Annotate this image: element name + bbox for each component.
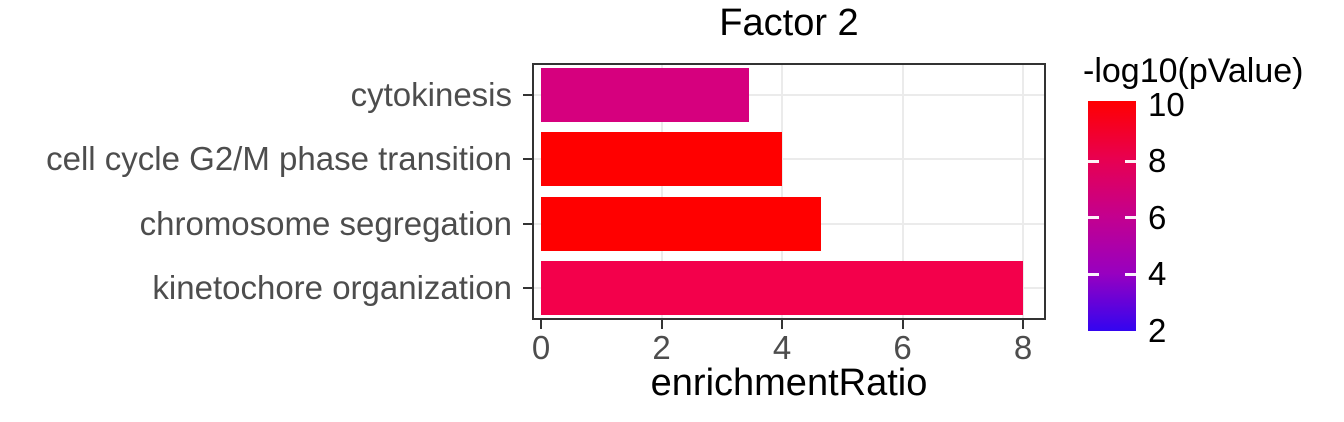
legend-tick-dash: [1088, 216, 1099, 220]
legend-tick-label: 10: [1148, 85, 1185, 123]
gridline-vertical: [901, 65, 904, 318]
x-tick-label: 2: [652, 329, 671, 366]
bar-cytokinesis: [541, 68, 749, 123]
legend-title: -log10(pValue): [1083, 52, 1304, 90]
gridline-vertical: [1022, 65, 1024, 318]
legend-gradient-bar: [1088, 101, 1136, 331]
x-tick-mark: [781, 320, 783, 329]
legend-tick-dash: [1125, 272, 1136, 276]
bar-cell-cycle-g2-m-phase-transition: [541, 132, 782, 187]
y-category-label: kinetochore organization: [152, 268, 512, 306]
legend-tick-dash: [1088, 159, 1099, 163]
bar-chromosome-segregation: [541, 196, 822, 251]
gridline-vertical: [781, 65, 783, 318]
x-tick-mark: [1022, 320, 1024, 329]
y-category-label: cytokinesis: [350, 76, 512, 114]
legend-tick-label: 4: [1148, 255, 1167, 293]
gridline-horizontal: [534, 94, 1044, 97]
x-tick-mark: [540, 320, 542, 329]
y-tick-mark: [523, 94, 532, 97]
y-tick-mark: [523, 286, 532, 289]
y-category-label: chromosome segregation: [139, 204, 512, 242]
gridline-vertical: [660, 65, 663, 318]
bar-kinetochore-organization: [541, 260, 1023, 315]
x-tick-label: 8: [1013, 329, 1033, 366]
y-category-label: cell cycle G2/M phase transition: [46, 140, 512, 178]
legend-tick-dash: [1088, 272, 1099, 276]
y-tick-mark: [523, 222, 532, 225]
gridline-horizontal: [534, 158, 1044, 161]
y-tick-mark: [523, 158, 532, 161]
x-tick-mark: [660, 320, 663, 329]
plot-panel: [532, 63, 1046, 320]
x-tick-mark: [901, 320, 904, 329]
legend-tick-dash: [1125, 159, 1136, 163]
legend-tick-dash: [1125, 216, 1136, 220]
x-axis-title: enrichmentRatio: [650, 362, 928, 404]
x-tick-label: 6: [893, 329, 912, 366]
chart-title: Factor 2: [719, 2, 859, 44]
x-tick-label: 0: [531, 329, 551, 366]
x-tick-label: 4: [772, 329, 792, 366]
legend-tick-label: 8: [1148, 142, 1167, 180]
legend-tick-label: 6: [1148, 198, 1167, 236]
legend-tick-label: 2: [1148, 312, 1167, 349]
